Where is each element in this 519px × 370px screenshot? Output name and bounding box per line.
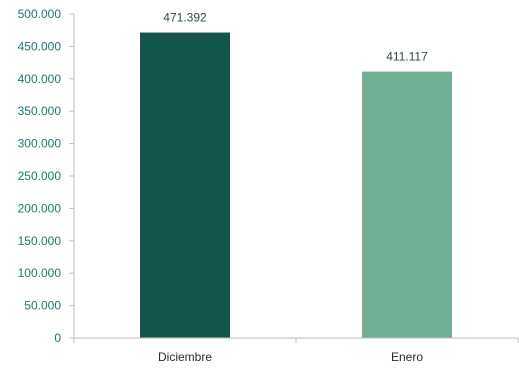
bars-group xyxy=(140,32,452,338)
x-tick-label: Diciembre xyxy=(158,350,212,364)
y-tick-label: 250.000 xyxy=(18,169,62,183)
data-label: 411.117 xyxy=(386,50,428,64)
data-labels-group: 471.392 411.117 xyxy=(163,11,428,64)
y-tick-label: 0 xyxy=(54,331,61,345)
y-tick-label: 400.000 xyxy=(18,72,62,86)
y-tick-label: 300.000 xyxy=(18,137,62,151)
data-label: 471.392 xyxy=(163,11,207,25)
bar-diciembre xyxy=(140,32,230,338)
y-tick-label: 350.000 xyxy=(18,104,62,118)
y-tick-label: 50.000 xyxy=(24,299,61,313)
y-tick-label: 150.000 xyxy=(18,234,62,248)
bar-enero xyxy=(362,71,452,338)
y-tick-label: 450.000 xyxy=(18,39,62,53)
y-tick-label: 500.000 xyxy=(18,7,62,21)
x-tick-label: Enero xyxy=(391,350,423,364)
y-axis-ticks: 0 50.000 100.000 150.000 200.000 250.000 300.0… xyxy=(18,7,62,345)
y-tick-label: 100.000 xyxy=(18,266,62,280)
x-axis-labels: Diciembre Enero xyxy=(158,350,423,364)
axes-group xyxy=(69,13,519,343)
y-tick-label: 200.000 xyxy=(18,201,62,215)
